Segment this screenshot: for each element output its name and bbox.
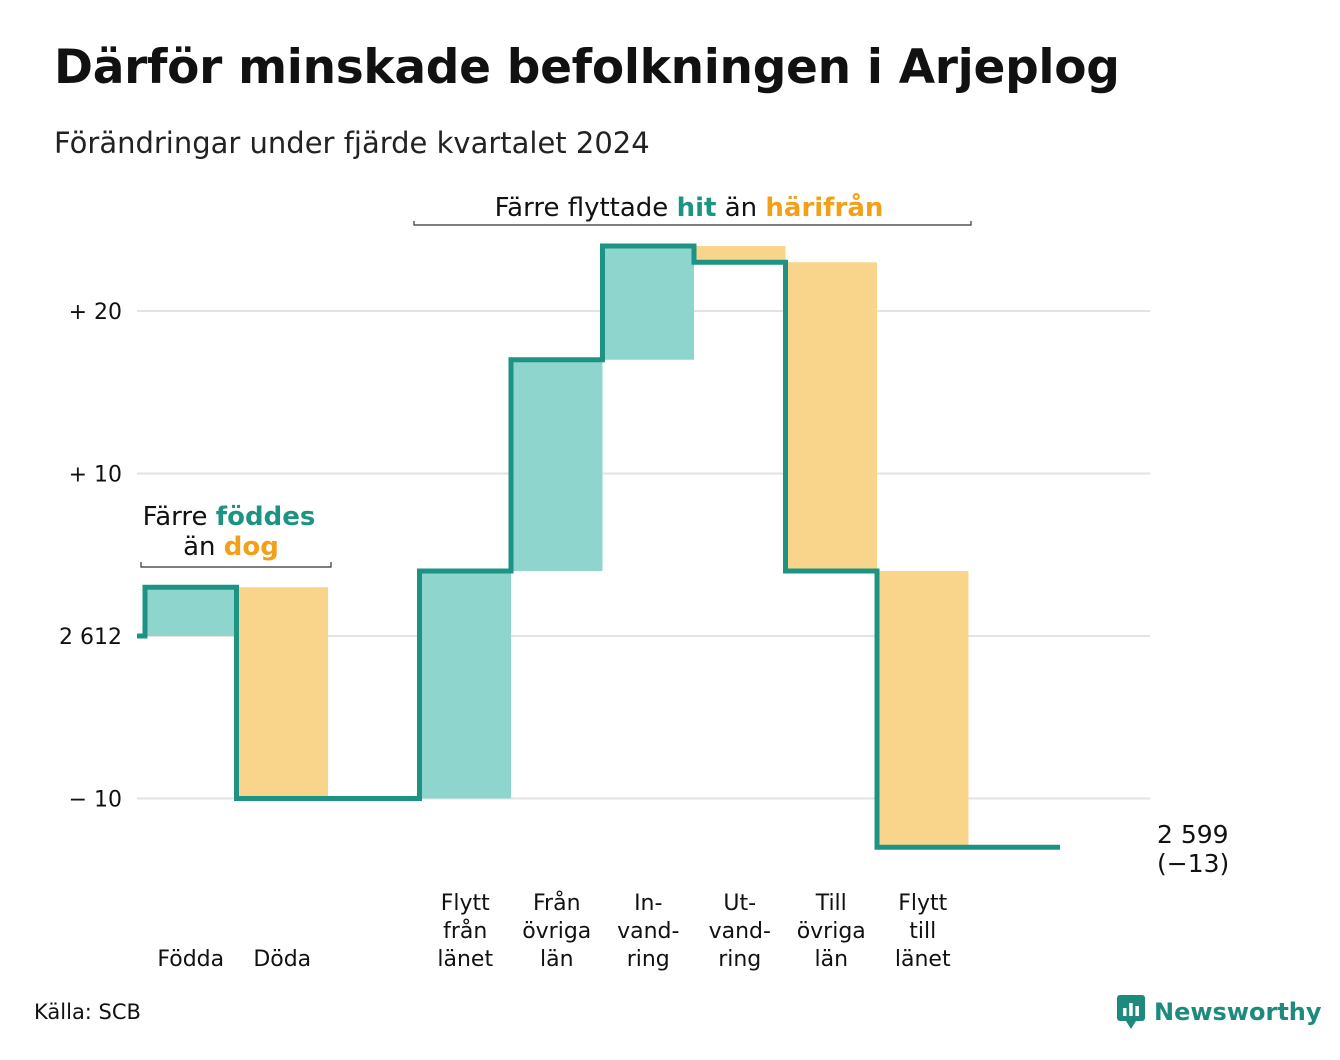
x-category-label: Från <box>533 890 581 916</box>
x-category-label: Döda <box>253 947 311 972</box>
x-category-label: Födda <box>157 947 224 972</box>
x-category-label: Ut- <box>723 891 756 916</box>
x-category-label: In- <box>634 891 662 916</box>
x-category-label: övriga <box>797 919 866 944</box>
increase-bar <box>602 246 694 360</box>
decrease-bar <box>785 262 877 571</box>
x-category-label: från <box>443 918 487 944</box>
brand-logo[interactable]: Newsworthy <box>1116 992 1322 1032</box>
x-category-label: län <box>540 947 574 972</box>
annotation-part: Färre flyttade <box>495 193 677 223</box>
annotation-part: än <box>183 532 224 562</box>
y-tick-label: + 10 <box>69 463 122 488</box>
annotation-part: dog <box>224 532 279 562</box>
cumulative-step-line <box>137 243 1060 850</box>
end-change-label: (−13) <box>1157 849 1229 878</box>
annotation-bracket-births <box>140 562 332 568</box>
y-tick-label: 2 612 <box>59 625 122 650</box>
x-category-label: län <box>814 947 848 972</box>
chart-title: Därför minskade befolkningen i Arjeplog <box>54 40 1120 95</box>
x-category-label: till <box>909 919 936 944</box>
increase-bar <box>145 587 237 636</box>
annotation-migration: Färre flyttade hit än härifrån <box>495 191 884 223</box>
y-tick-label: − 10 <box>69 788 122 813</box>
x-category-label: vand- <box>709 919 771 944</box>
annotation-births-deaths-line2: än dog <box>183 532 279 562</box>
annotation-bracket-migration <box>413 221 972 226</box>
x-category-label: vand- <box>617 919 679 944</box>
x-category-label: länet <box>895 947 951 972</box>
annotation-part: härifrån <box>765 191 883 223</box>
annotation-part: än <box>716 193 765 223</box>
x-category-label: länet <box>437 947 493 972</box>
decrease-bar <box>877 571 969 848</box>
x-category-label: övriga <box>522 919 591 944</box>
x-category-label: Till <box>815 891 847 916</box>
increase-bar <box>511 359 603 571</box>
x-category-label: ring <box>627 947 670 972</box>
annotation-part: Färre <box>143 502 216 532</box>
source-note: Källa: SCB <box>34 1000 141 1024</box>
increase-bar <box>419 571 511 799</box>
x-category-label: Flytt <box>898 891 947 916</box>
annotation-part: föddes <box>216 502 316 532</box>
annotation-part: hit <box>677 193 717 223</box>
y-tick-label: + 20 <box>69 300 122 325</box>
decrease-bar <box>694 246 786 263</box>
newsworthy-logo-icon <box>1117 995 1145 1029</box>
x-category-label: ring <box>718 947 761 972</box>
x-category-label: Flytt <box>441 891 490 916</box>
chart-subtitle: Förändringar under fjärde kvartalet 2024 <box>54 126 650 160</box>
decrease-bar <box>236 587 328 799</box>
end-population-label: 2 599 <box>1157 820 1229 849</box>
brand-name: Newsworthy <box>1154 998 1322 1026</box>
annotation-births-deaths-line1: Färre föddes <box>143 502 316 532</box>
